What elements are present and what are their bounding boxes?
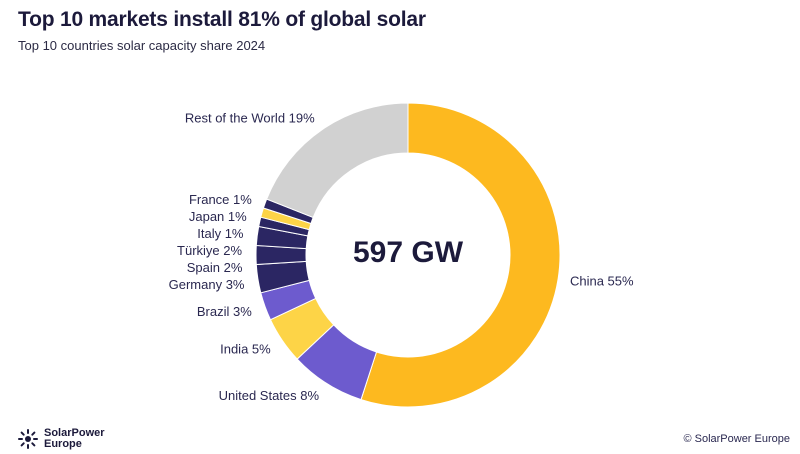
slice-label-china: China 55%: [570, 274, 634, 289]
slice-label-spain: Spain 2%: [187, 260, 243, 275]
slice-label-india: India 5%: [220, 341, 271, 356]
sun-burst-icon: [18, 429, 38, 449]
slice-label-japan: Japan 1%: [189, 209, 247, 224]
slice-label-brazil: Brazil 3%: [197, 304, 252, 319]
chart-subtitle: Top 10 countries solar capacity share 20…: [18, 38, 266, 53]
slice-label-rest-of-the-world: Rest of the World 19%: [185, 111, 315, 126]
slice-rest-of-the-world: [266, 102, 409, 219]
slice-label-united-states: United States 8%: [219, 388, 320, 403]
slice-label-france: France 1%: [189, 192, 252, 207]
slice-china: [360, 102, 561, 408]
slice-label-turkiye: Türkiye 2%: [177, 243, 242, 258]
center-total-label: 597 GW: [353, 236, 464, 269]
slice-label-italy: Italy 1%: [197, 226, 244, 241]
copyright-notice: © SolarPower Europe: [683, 433, 790, 445]
logo-line-2: Europe: [44, 438, 82, 450]
logo-line-1: SolarPower: [44, 427, 105, 439]
solarpower-europe-logo: SolarPower Europe: [18, 428, 105, 450]
chart-title: Top 10 markets install 81% of global sol…: [18, 8, 426, 31]
slice-label-germany: Germany 3%: [169, 277, 245, 292]
